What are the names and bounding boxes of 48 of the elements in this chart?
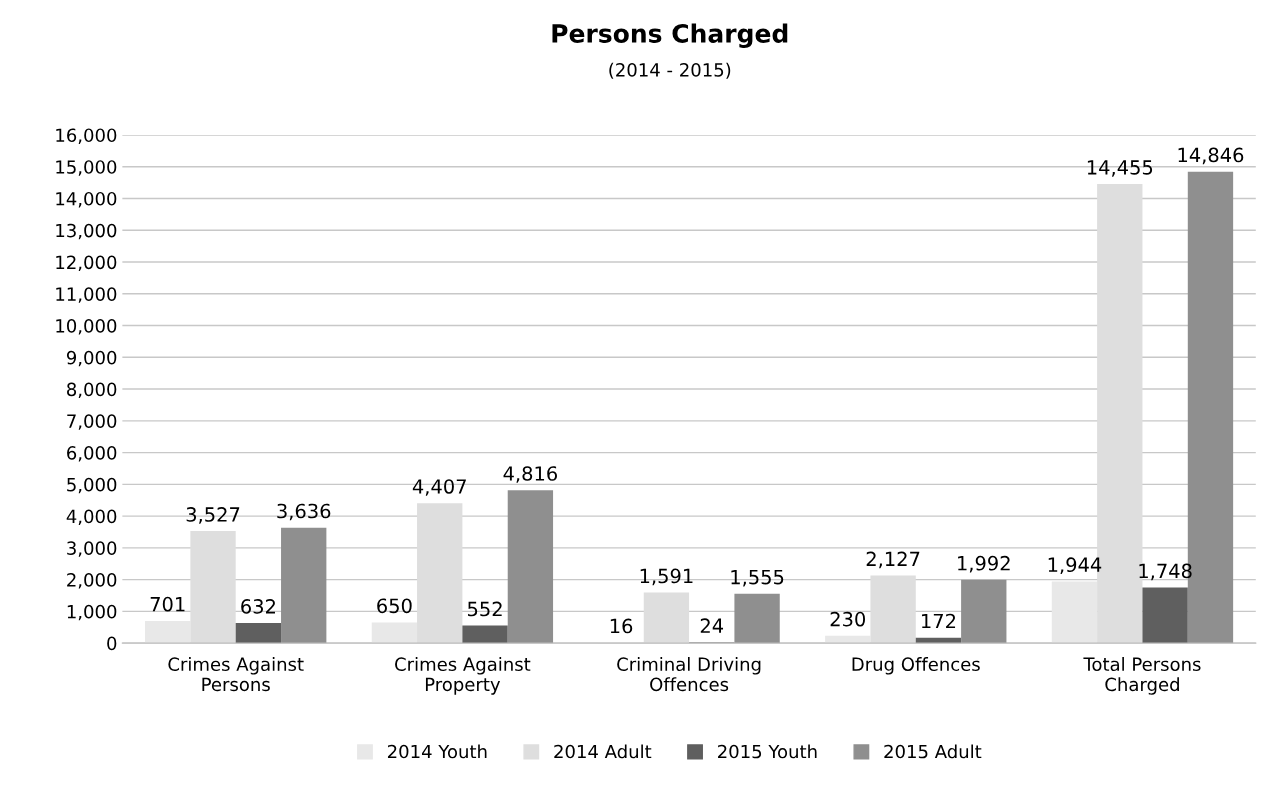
data-label: 1,944 (1048, 557, 1102, 575)
x-tick-label: Drug Offences (852, 657, 980, 675)
data-label: 1,748 (1139, 563, 1192, 581)
data-label: 1,555 (731, 569, 784, 587)
data-label: 701 (150, 596, 185, 612)
y-tick-label: 8,000 (67, 382, 117, 399)
y-tick-label: 1,000 (67, 604, 117, 621)
data-label: 632 (241, 599, 275, 614)
y-tick-label: 16,000 (56, 128, 117, 144)
data-label: 1,591 (640, 568, 693, 586)
y-tick-label: 11,000 (56, 287, 117, 303)
data-label: 172 (922, 613, 956, 629)
x-tick-label: Total Persons Charged (1083, 657, 1201, 695)
data-label: 3,636 (277, 503, 331, 521)
data-label: 1,992 (958, 555, 1010, 573)
chart-title: Persons Charged (552, 23, 788, 48)
x-tick-label: Crimes Against Property (395, 657, 531, 695)
y-tick-label: 10,000 (56, 319, 117, 335)
data-label: 24 (700, 618, 724, 633)
y-tick-label: 4,000 (66, 509, 117, 526)
x-tick-label: Crimes Against Persons (168, 657, 304, 692)
y-tick-label: 7,000 (67, 414, 117, 430)
y-tick-label: 2,000 (67, 573, 117, 589)
y-tick-label: 6,000 (67, 446, 117, 462)
x-tick-label: Criminal Driving Offences (617, 657, 761, 692)
data-label: 3,527 (186, 507, 240, 524)
data-label: 14,846 (1178, 147, 1244, 165)
data-label: 4,816 (503, 466, 558, 483)
y-tick-label: 5,000 (67, 477, 117, 494)
legend-label: 2015 Youth (718, 744, 817, 759)
data-label: 2,127 (866, 551, 920, 569)
y-tick-label: 14,000 (56, 191, 117, 208)
y-tick-label: 0 (107, 636, 117, 651)
data-label: 650 (377, 598, 412, 614)
y-tick-label: 13,000 (56, 223, 117, 240)
legend-label: 2014 Youth (387, 744, 487, 759)
data-label: 230 (830, 611, 866, 627)
y-tick-label: 9,000 (66, 350, 117, 367)
data-label: 552 (468, 601, 502, 617)
y-tick-label: 3,000 (67, 541, 117, 557)
legend-label: 2015 Adult (884, 744, 982, 759)
chart-subtitle: (2014 - 2015) (609, 62, 731, 79)
data-label: 14,455 (1087, 160, 1153, 177)
y-tick-label: 12,000 (56, 255, 117, 271)
data-label: 16 (610, 618, 633, 634)
data-label: 4,407 (412, 479, 466, 496)
legend-label: 2014 Adult (554, 744, 652, 759)
y-tick-label: 15,000 (56, 160, 117, 176)
